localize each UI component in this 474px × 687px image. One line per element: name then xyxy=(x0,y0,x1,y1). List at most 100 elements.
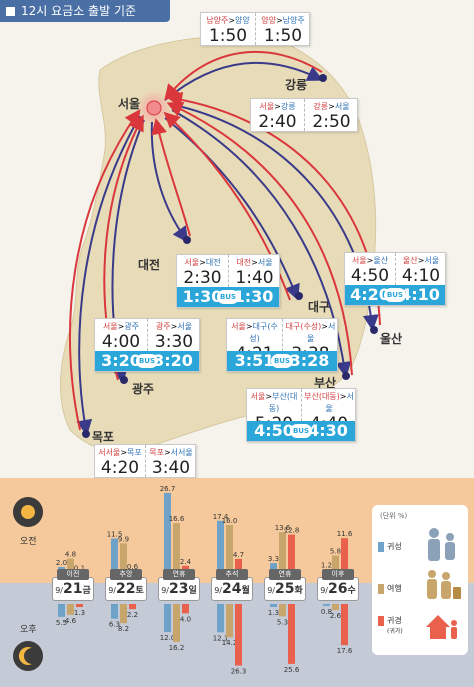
route-from: 서서울 xyxy=(98,448,121,457)
day-date: 9/25화 xyxy=(265,581,305,597)
route-card-namyangju-yangyang: 남양주>양양 1:50 양양>남양주 1:50 xyxy=(200,12,310,46)
legend-homecoming: 귀경 (귀가) xyxy=(378,615,403,635)
route-from: 서울 xyxy=(259,102,275,111)
bar-afternoon-travel xyxy=(67,604,74,615)
bar-morning-travel xyxy=(332,555,339,573)
route-to: 강릉 xyxy=(280,102,296,111)
city-seoul: 서울 xyxy=(118,97,141,111)
bar-morning-return xyxy=(111,538,118,573)
bar-label-afternoon-travel: 16.2 xyxy=(169,644,185,652)
day-month: 9/ xyxy=(161,586,170,595)
bar-label-afternoon-homecoming: 4.0 xyxy=(180,615,191,623)
moon-icon xyxy=(13,641,43,671)
day-month: 9/ xyxy=(214,586,223,595)
bar-label-morning-homecoming: 0.6 xyxy=(127,563,139,571)
legend-swatch xyxy=(378,583,384,594)
legend-return-label: 귀성 xyxy=(387,542,402,551)
route-sep: > xyxy=(228,16,236,25)
route-from: 목포 xyxy=(149,448,164,457)
day-box: 추석 9/24월 xyxy=(211,569,253,601)
route-time: 2:30 xyxy=(183,268,222,288)
bar-label-afternoon-return: 1.3 xyxy=(268,609,279,617)
arrow-busan-seoul xyxy=(166,102,353,376)
bus-time: 3:51 xyxy=(234,351,275,370)
route-from: 남양주 xyxy=(206,16,229,25)
bar-label-afternoon-return: 0.8 xyxy=(321,608,332,616)
day-box: 이후 9/26수 xyxy=(317,569,359,601)
route-sep: > xyxy=(251,258,258,267)
bar-afternoon-travel xyxy=(226,604,233,638)
sun-icon xyxy=(13,497,43,527)
bar-morning-travel xyxy=(120,543,127,573)
city-dot-daegu xyxy=(295,292,303,300)
route-sep: > xyxy=(339,392,347,401)
bar-afternoon-return xyxy=(270,604,277,608)
bus-badge: BUS xyxy=(384,288,406,302)
arrow-seoul-daejeon xyxy=(150,121,189,243)
city-dot-mokpo xyxy=(82,430,90,438)
bar-label-afternoon-return: 12.0 xyxy=(160,634,176,642)
route-from: 대구(수성) xyxy=(285,322,322,331)
city-dot-gwangju xyxy=(120,376,128,384)
route-from: 양양 xyxy=(261,16,276,25)
route-to: 광주 xyxy=(124,322,140,331)
route-from: 서울 xyxy=(231,322,246,331)
bar-label-morning-travel: 16.6 xyxy=(169,515,185,523)
route-to: 대전 xyxy=(205,258,221,267)
route-to: 서서울 xyxy=(170,448,193,457)
legend: (단위 %) 귀성 여행 귀경 (귀가) xyxy=(372,505,468,655)
route-card-seoul-ulsan: 서울>울산 4:50 울산>서울 4:10 4:20 4:10 BUS xyxy=(344,252,446,306)
bus-time: 1:30 xyxy=(233,287,274,306)
route-map: 12시 요금소 출발 기준 서울 강릉 대전 대구 울산 광주 부산 목포 남양… xyxy=(0,0,446,478)
bar-label-afternoon-homecoming: 26.3 xyxy=(231,668,247,676)
afternoon-label: 오후 xyxy=(20,625,37,635)
route-to: 서울 xyxy=(424,256,440,265)
bar-morning-travel xyxy=(226,525,233,573)
bus-bar: 1:30 1:30 BUS xyxy=(177,287,279,307)
route-sep: > xyxy=(366,256,374,265)
route-to: 부산(대동) xyxy=(268,392,298,413)
legend-homecoming-label: 귀경 xyxy=(387,616,402,625)
day-month: 9/ xyxy=(55,586,64,595)
route-from: 부산(대동) xyxy=(304,392,340,401)
day-box: 이전 9/21금 xyxy=(52,569,94,601)
route-from: 서울 xyxy=(250,392,266,401)
city-daejeon: 대전 xyxy=(138,258,161,272)
bar-afternoon-return xyxy=(164,604,171,633)
route-to: 대구(수성) xyxy=(249,322,278,343)
bar-label-morning-return: 3.3 xyxy=(268,555,279,563)
bar-label-afternoon-return: 6.3 xyxy=(109,621,120,629)
route-from: 서울 xyxy=(351,256,367,265)
page-title-text: 12시 요금소 출발 기준 xyxy=(21,4,137,18)
route-from: 서울 xyxy=(102,322,118,331)
day-date: 9/22토 xyxy=(106,581,146,597)
route-sep: > xyxy=(120,448,128,457)
day-date: 9/21금 xyxy=(53,581,93,597)
route-to: 서울 xyxy=(334,102,350,111)
arrow-seoul-mokpo xyxy=(76,115,141,436)
bus-bar: 3:20 3:20 BUS xyxy=(95,351,199,371)
route-from: 울산 xyxy=(402,256,418,265)
route-to: 서울 xyxy=(306,322,336,343)
bar-morning-homecoming xyxy=(341,538,348,573)
day-month: 9/ xyxy=(320,586,329,595)
legend-homecoming-note: (귀가) xyxy=(387,628,403,635)
bar-afternoon-homecoming xyxy=(182,604,189,614)
bus-time: 3:20 xyxy=(101,351,141,370)
bus-badge: BUS xyxy=(271,354,293,368)
day-tag: 이후 xyxy=(322,569,354,580)
legend-return: 귀성 xyxy=(378,541,402,552)
bar-afternoon-homecoming xyxy=(129,604,136,610)
route-sep: > xyxy=(163,448,171,457)
route-time: 1:40 xyxy=(235,268,274,288)
legend-travel: 여행 xyxy=(378,583,402,594)
bus-badge: BUS xyxy=(290,424,312,438)
day-tag: 연휴 xyxy=(269,569,301,580)
day-number: 26 xyxy=(328,581,348,597)
route-sep: > xyxy=(275,16,283,25)
route-time: 3:30 xyxy=(154,332,194,352)
route-time: 2:40 xyxy=(258,112,297,132)
route-card-seoul-gwangju: 서울>광주 4:00 광주>서울 3:30 3:20 3:20 BUS xyxy=(94,318,200,372)
route-time: 4:50 xyxy=(350,266,390,286)
